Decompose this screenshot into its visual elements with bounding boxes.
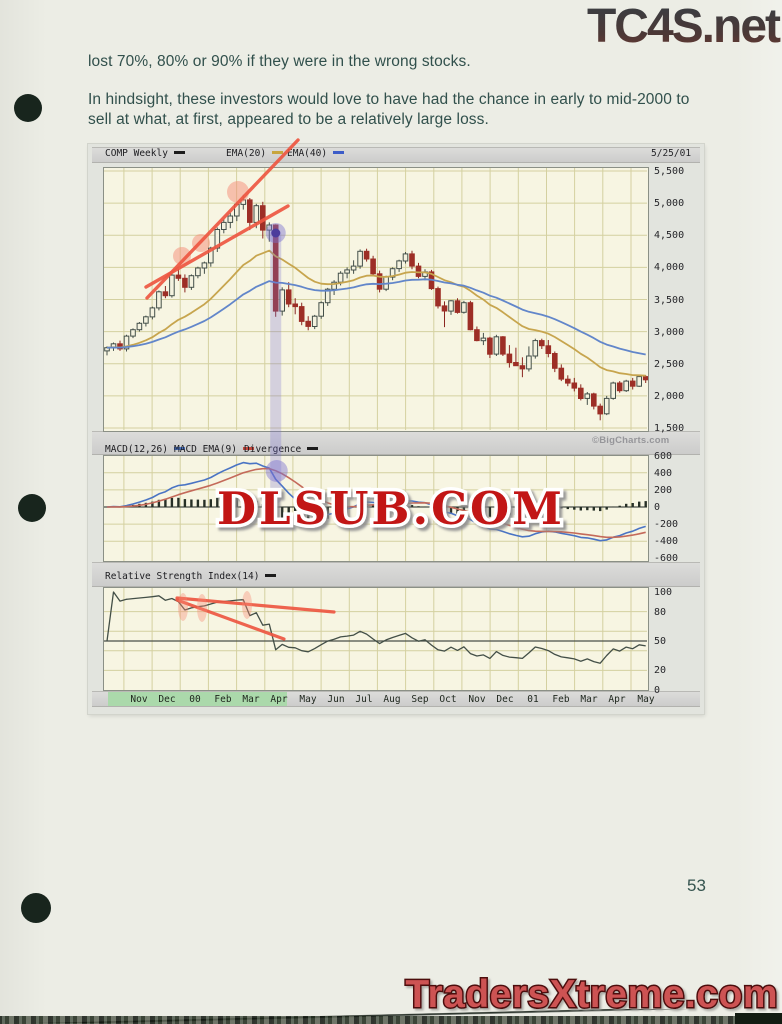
legend-label: COMP Weekly (105, 148, 168, 159)
legend-item: EMA(20) (226, 148, 284, 159)
y-axis-label: 100 (654, 587, 673, 598)
month-label: Dec (496, 694, 514, 705)
hole-punch (21, 893, 51, 923)
y-axis-label: 1,500 (654, 423, 685, 434)
y-axis-label: 20 (654, 665, 667, 676)
y-axis-label: 4,500 (654, 230, 685, 241)
highlight-period-green-band (108, 692, 287, 706)
legend-label: Relative Strength Index(14) (105, 571, 260, 582)
month-label: Jun (327, 694, 345, 705)
rsi-header-strip (92, 562, 700, 587)
macd-plot-area (103, 455, 649, 562)
legend-item: Divergence (244, 444, 319, 455)
legend-color-dash (272, 151, 284, 154)
y-axis-label: 0 (654, 502, 661, 513)
y-axis-label: 600 (654, 451, 673, 462)
body-paragraph-2: In hindsight, these investors would love… (88, 91, 690, 128)
legend-label: MACD EMA(9) (174, 444, 237, 455)
legend-color-dash (242, 447, 254, 450)
y-axis-label: 0 (654, 685, 661, 696)
month-label: 01 (527, 694, 539, 705)
month-label: Jul (355, 694, 373, 705)
month-label: Oct (439, 694, 457, 705)
rsi-plot-area (103, 587, 649, 691)
y-axis-label: 2,500 (654, 359, 685, 370)
y-axis-label: 50 (654, 636, 667, 647)
page-number: 53 (687, 876, 706, 895)
y-axis-label: 3,000 (654, 327, 685, 338)
legend-label: EMA(20) (226, 148, 267, 159)
month-label: Mar (242, 694, 260, 705)
body-paragraph-1: lost 70%, 80% or 90% if they were in the… (88, 53, 471, 70)
y-axis-label: 200 (654, 485, 673, 496)
legend-color-dash (173, 151, 185, 154)
y-axis-label: 400 (654, 468, 673, 479)
month-label: Apr (270, 694, 288, 705)
as-of-date-label: 5/25/01 (651, 148, 692, 159)
y-axis-label: 5,500 (654, 166, 685, 177)
month-label: Aug (383, 694, 401, 705)
legend-label: Divergence (244, 444, 302, 455)
y-axis-label: 2,000 (654, 391, 685, 402)
y-axis-label: 3,500 (654, 295, 685, 306)
month-label: Mar (580, 694, 598, 705)
month-label: Nov (130, 694, 148, 705)
month-label: Apr (608, 694, 626, 705)
legend-color-dash (173, 447, 185, 450)
legend-item: EMA(40) (287, 148, 345, 159)
price-plot-area (103, 167, 649, 432)
legend-color-dash (265, 574, 277, 577)
legend-color-dash (333, 151, 345, 154)
y-axis-label: -200 (654, 519, 679, 530)
month-label: Sep (411, 694, 429, 705)
watermark-tc4s: TC4S.net (587, 0, 781, 53)
month-label: May (299, 694, 317, 705)
y-axis-label: 4,000 (654, 262, 685, 273)
y-axis-label: 80 (654, 607, 667, 618)
hole-punch (14, 94, 42, 122)
month-label: Feb (552, 694, 570, 705)
legend-label: EMA(40) (287, 148, 328, 159)
legend-label: MACD(12,26) (105, 444, 168, 455)
month-label: Dec (158, 694, 176, 705)
y-axis-label: -600 (654, 553, 679, 564)
month-label: May (637, 694, 655, 705)
legend-item: COMP Weekly (105, 148, 185, 159)
y-axis-label: 5,000 (654, 198, 685, 209)
legend-item: Relative Strength Index(14) (105, 571, 277, 582)
month-label: 00 (189, 694, 201, 705)
scan-edge-strip (0, 1016, 782, 1024)
legend-color-dash (307, 447, 319, 450)
month-label: Nov (468, 694, 486, 705)
hole-punch (18, 494, 46, 522)
legend-item: MACD(12,26) (105, 444, 185, 455)
scan-edge-corner (735, 1013, 782, 1024)
y-axis-label: -400 (654, 536, 679, 547)
bigcharts-credit: ©BigCharts.com (592, 435, 670, 446)
month-label: Feb (214, 694, 232, 705)
legend-item: MACD EMA(9) (174, 444, 254, 455)
